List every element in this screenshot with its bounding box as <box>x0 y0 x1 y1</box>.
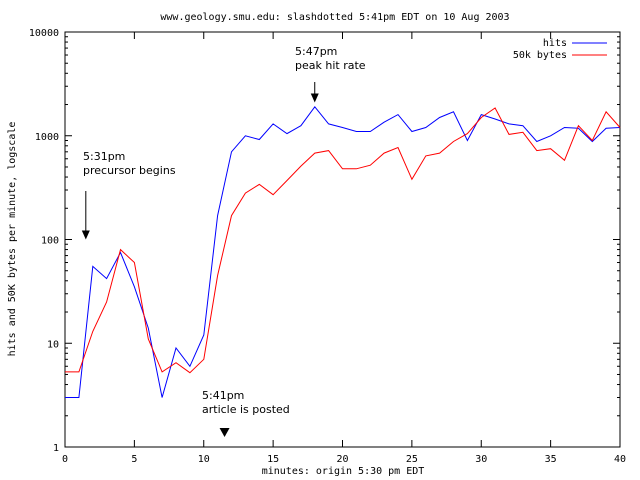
legend: hits 50k bytes <box>513 38 607 61</box>
x-axis-label: minutes: origin 5:30 pm EDT <box>262 466 425 477</box>
x-tick-label: 20 <box>336 454 348 465</box>
plot-frame <box>64 31 621 448</box>
annotation-time: 5:31pm <box>83 150 125 163</box>
series-layer <box>65 105 621 398</box>
y-tick-label: 1 <box>53 443 59 454</box>
x-tick-label: 25 <box>406 454 418 465</box>
x-tick-label: 35 <box>545 454 557 465</box>
annotation-arrowhead <box>81 230 90 240</box>
annotation-arrowhead <box>310 93 319 103</box>
x-tick-label: 0 <box>62 454 68 465</box>
x-tick-label: 5 <box>131 454 137 465</box>
annotation-caption: precursor begins <box>83 164 176 177</box>
annotation-time: 5:41pm <box>202 389 244 402</box>
series-line-hits <box>65 105 621 398</box>
x-tick-label: 40 <box>614 454 626 465</box>
legend-label-50k-bytes: 50k bytes <box>513 50 567 61</box>
x-tick-label: 30 <box>475 454 487 465</box>
y-axis-label: hits and 50K bytes per minute, logscale <box>7 122 18 357</box>
series-line-50k-bytes <box>65 107 621 374</box>
x-tick-label: 15 <box>267 454 279 465</box>
annotation-caption: article is posted <box>202 403 290 416</box>
legend-label-hits: hits <box>543 38 567 49</box>
chart-title: www.geology.smu.edu: slashdotted 5:41pm … <box>160 12 509 23</box>
y-tick-label: 100 <box>41 236 59 247</box>
annotation-time: 5:47pm <box>295 45 337 58</box>
annotation-triangle <box>219 428 230 437</box>
y-tick-label: 1000 <box>35 132 59 143</box>
y-tick-label: 10000 <box>29 28 59 39</box>
x-tick-label: 10 <box>198 454 210 465</box>
y-tick-label: 10 <box>47 339 59 350</box>
axis-ticks: 0 5 10 15 20 25 30 35 40 1 10 100 1000 10000 <box>29 28 626 465</box>
annotation-caption: peak hit rate <box>295 59 366 72</box>
